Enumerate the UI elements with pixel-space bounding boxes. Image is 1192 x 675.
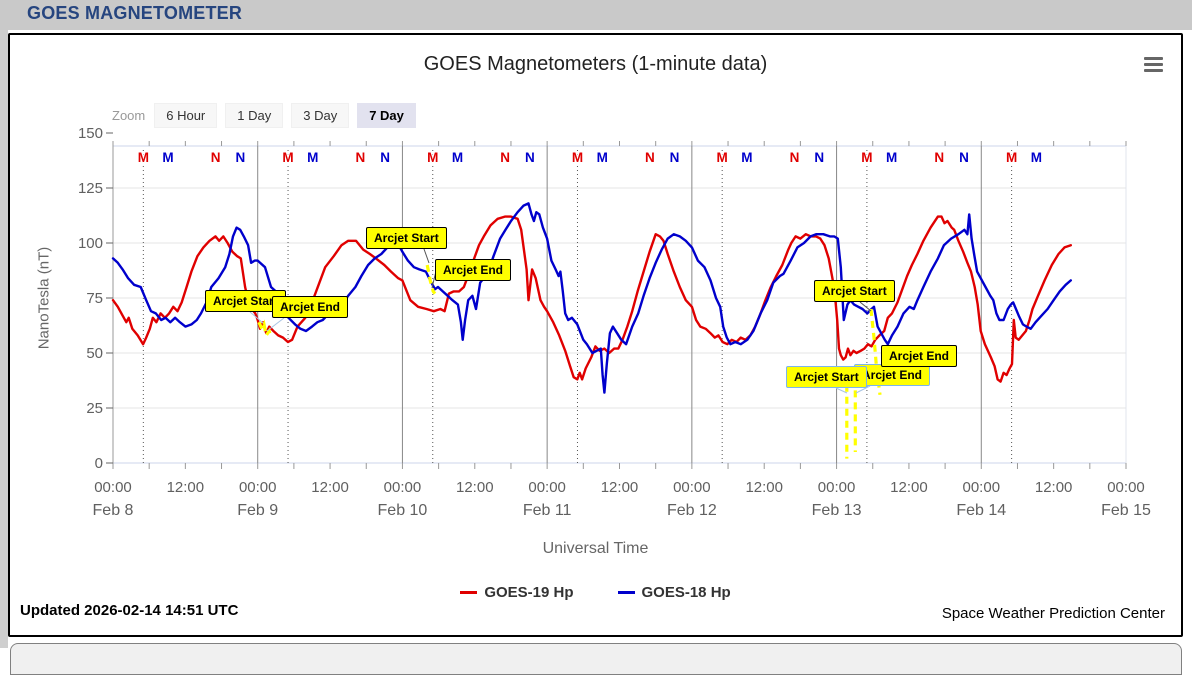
arcjet-label: Arcjet Start <box>205 290 286 312</box>
zoom-label: Zoom <box>112 108 146 123</box>
chart-legend: GOES-19 Hp GOES-18 Hp <box>8 584 1183 601</box>
arcjet-label: Arcjet End <box>435 259 512 281</box>
zoom-range-selector: Zoom 6 Hour 1 Day 3 Day 7 Day <box>112 103 424 128</box>
goes19-line-swatch <box>460 591 478 594</box>
left-page-gutter <box>0 30 8 648</box>
legend-item-goes18[interactable]: GOES-18 Hp <box>617 584 731 601</box>
arcjet-label: Arcjet Start <box>786 366 867 388</box>
updated-timestamp: Updated 2026-02-14 14:51 UTC <box>20 602 239 619</box>
page-header-bar: GOES MAGNETOMETER <box>0 0 1192 30</box>
hamburger-icon <box>1144 63 1163 66</box>
zoom-6hour-button[interactable]: 6 Hour <box>154 103 218 128</box>
arcjet-label: Arcjet End <box>272 296 349 318</box>
page-title: GOES MAGNETOMETER <box>27 3 243 23</box>
zoom-7day-button[interactable]: 7 Day <box>357 103 416 128</box>
arcjet-label: Arcjet Start <box>814 280 895 302</box>
swpc-credit: Space Weather Prediction Center <box>941 605 1165 622</box>
arcjet-label: Arcjet Start <box>366 227 447 249</box>
y-axis-title: NanoTesla (nT) <box>35 246 53 350</box>
zoom-3day-button[interactable]: 3 Day <box>291 103 350 128</box>
legend-label-goes18: GOES-18 Hp <box>641 584 731 601</box>
zoom-1day-button[interactable]: 1 Day <box>225 103 284 128</box>
x-axis-title: Universal Time <box>542 540 649 557</box>
hamburger-icon <box>1144 57 1163 60</box>
arcjet-label: Arcjet End <box>854 364 931 386</box>
goes18-line-swatch <box>617 591 635 594</box>
hamburger-icon <box>1144 69 1163 72</box>
chart-menu-button[interactable] <box>1144 57 1164 74</box>
legend-item-goes19[interactable]: GOES-19 Hp <box>460 584 574 601</box>
chart-title: GOES Magnetometers (1-minute data) <box>423 53 768 75</box>
arcjet-label: Arcjet End <box>881 345 958 367</box>
legend-label-goes19: GOES-19 Hp <box>484 584 574 601</box>
